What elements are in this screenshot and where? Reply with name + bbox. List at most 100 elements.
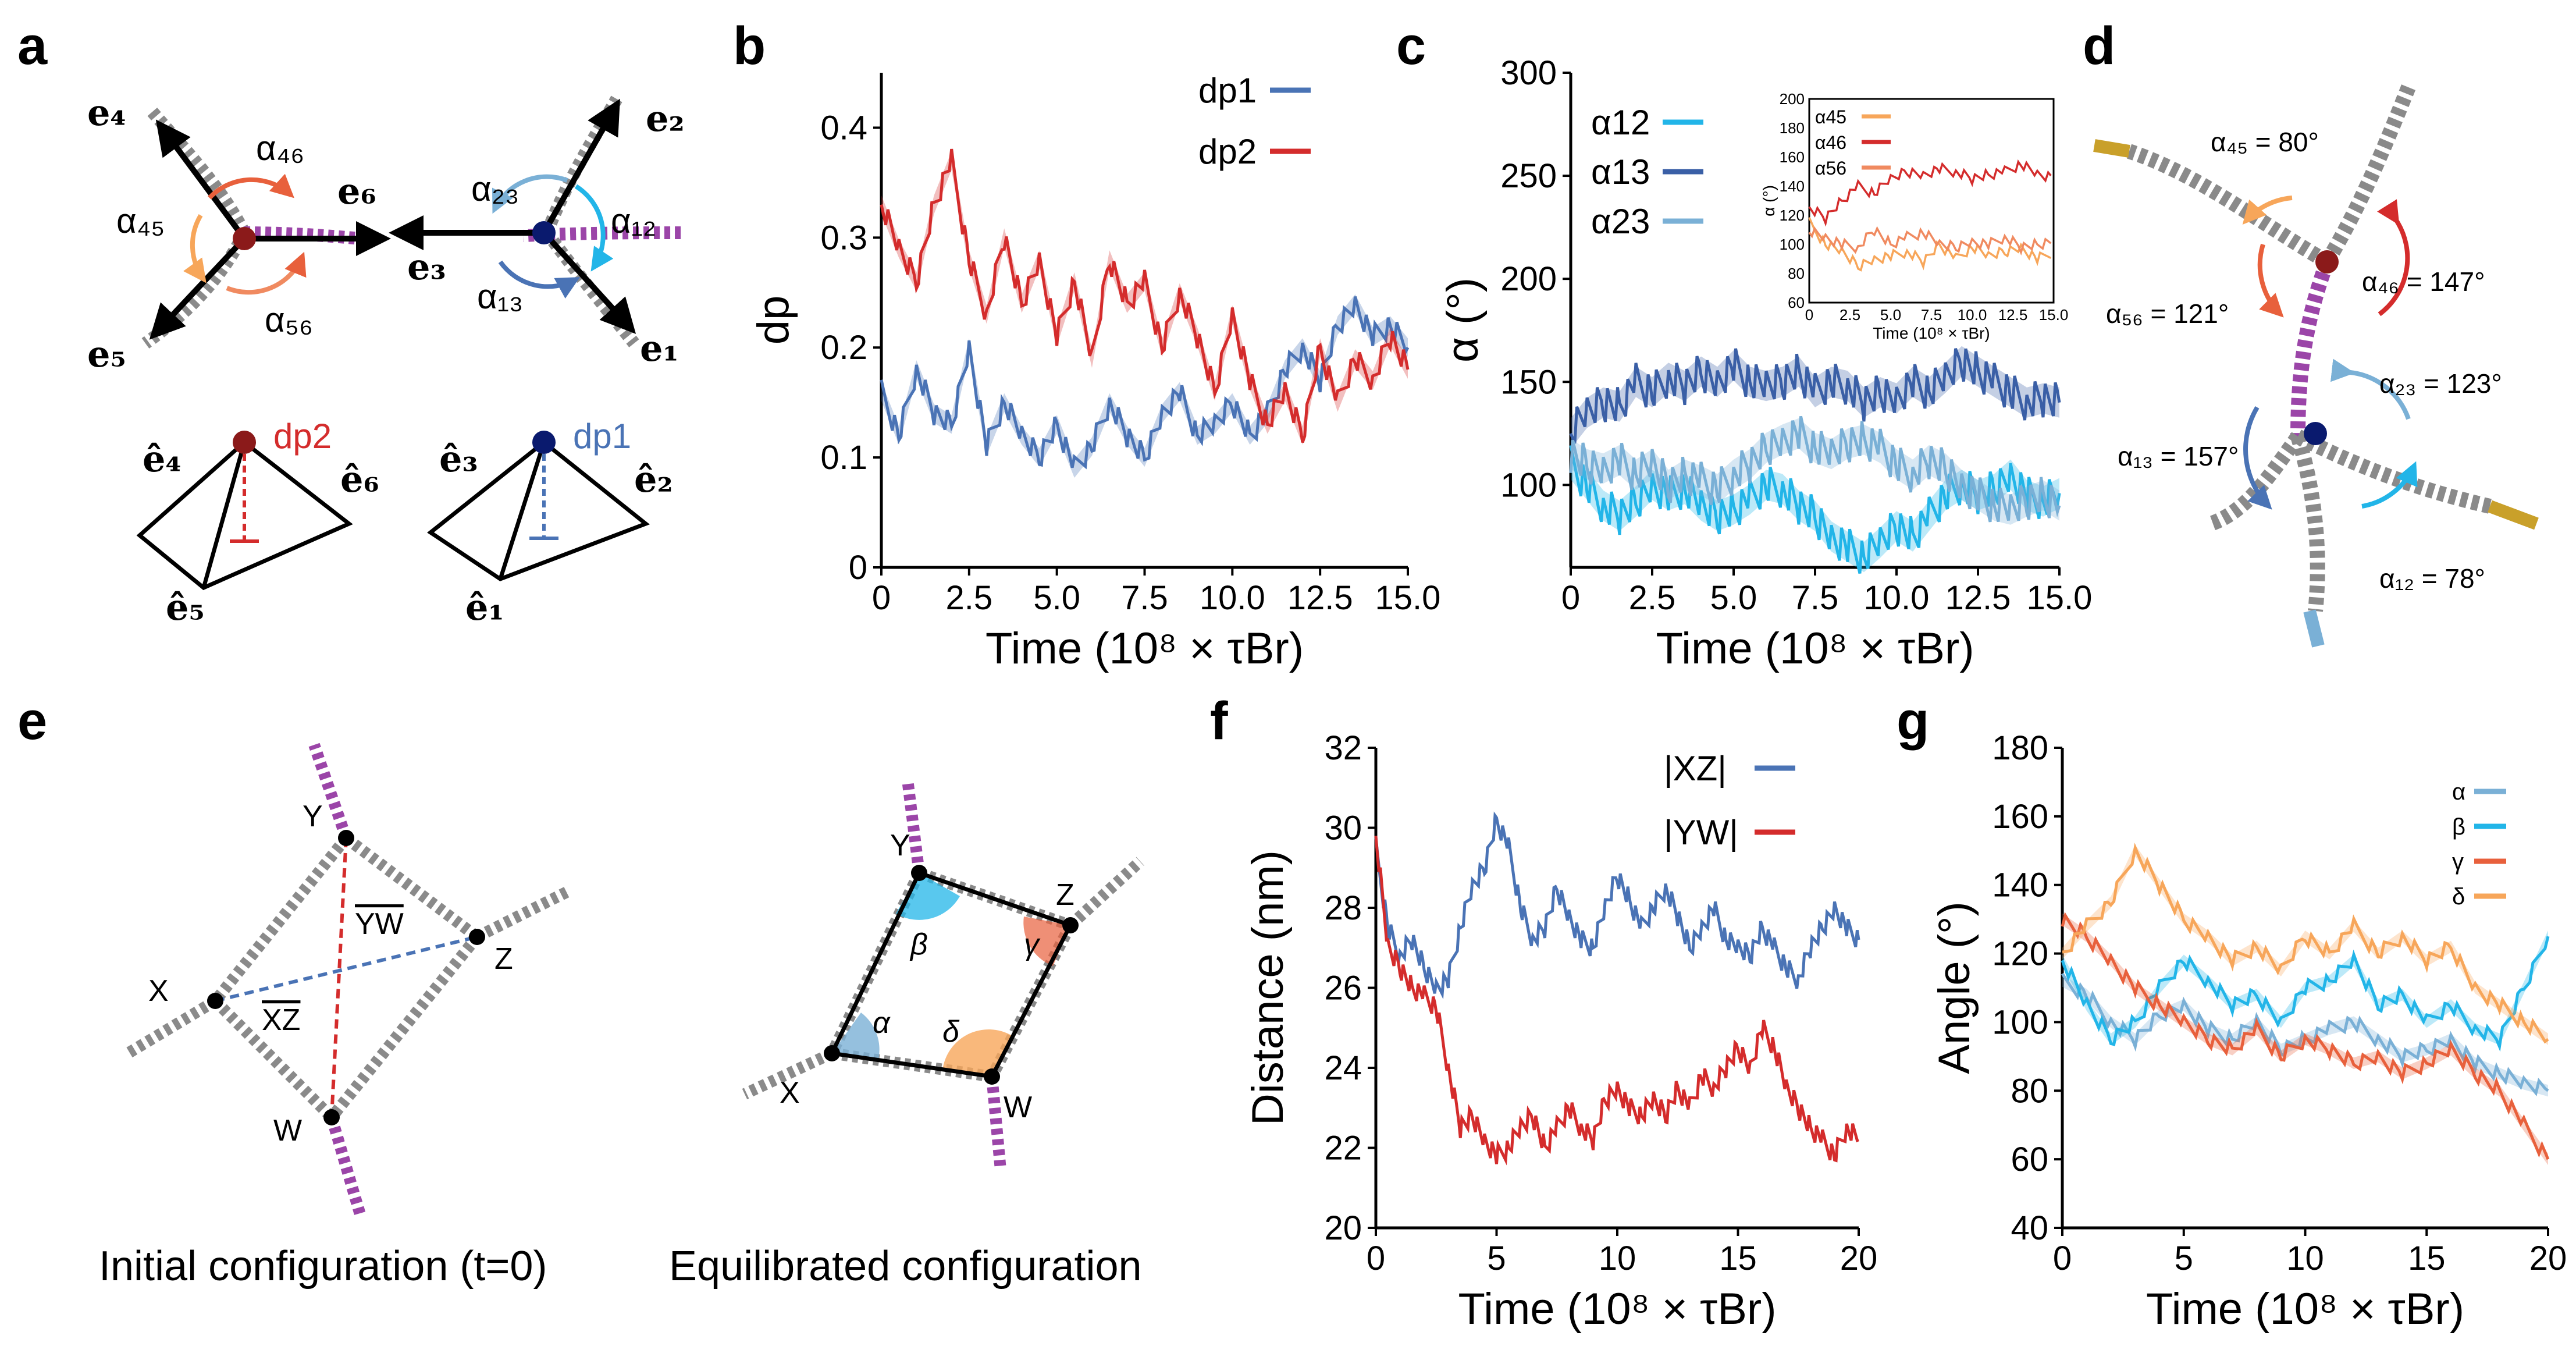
- node-y: [911, 865, 927, 881]
- y-tick-label: 0.3: [820, 219, 867, 257]
- x-tick-label: 20: [1840, 1240, 1878, 1277]
- x-tick-label: 0: [2053, 1240, 2072, 1277]
- panel-label-b: b: [733, 16, 766, 76]
- node-label-x: X: [780, 1076, 800, 1110]
- label-e6-hat: ê₆: [340, 458, 379, 500]
- y-tick-label: 20: [1324, 1209, 1362, 1247]
- legend-label-13: α13: [1591, 152, 1650, 191]
- legend-label-dp2: dp2: [1198, 132, 1257, 171]
- y-tick-label: 160: [1992, 798, 2048, 836]
- node-label-y: Y: [890, 829, 910, 862]
- x-tick-label: 2.5: [1629, 579, 1676, 617]
- inset-x-tick-label: 2.5: [1840, 306, 1860, 324]
- y-tick-label: 0.2: [820, 329, 867, 367]
- x-tick-label: 7.5: [1121, 579, 1168, 617]
- x-tick-label: 5.0: [1033, 579, 1080, 617]
- inset-y-tick-label: 180: [1780, 119, 1805, 137]
- y-tick-label: 28: [1324, 889, 1362, 927]
- series-line-yw: [1374, 836, 1859, 1166]
- junction-node-red: [233, 227, 256, 250]
- node-label-w: W: [1004, 1091, 1032, 1124]
- angle-arc-a12: [2361, 461, 2418, 509]
- label-alpha12: α₁₂: [611, 201, 656, 240]
- inset-legend-label-56: α56: [1815, 158, 1846, 179]
- label-alpha45: α₄₅: [116, 201, 165, 240]
- series-line-series: [2061, 936, 2550, 1052]
- node-label-z: Z: [1056, 878, 1074, 912]
- dna-overhang: [2488, 500, 2539, 530]
- inset-legend-label-46: α46: [1815, 132, 1846, 153]
- x-tick-label: 5.0: [1710, 579, 1757, 617]
- panel-label-e: e: [17, 691, 47, 751]
- x-tick-label: 10: [1599, 1240, 1636, 1277]
- y-tick-label: 0.1: [820, 439, 867, 477]
- vector-e1-arrow: [542, 230, 636, 334]
- y-tick-label: 40: [2011, 1209, 2048, 1247]
- legend-label-xz: |XZ|: [1664, 749, 1727, 788]
- y-tick-label: 26: [1324, 969, 1362, 1007]
- dna-arm: [327, 933, 482, 1121]
- dna-arm: [211, 996, 336, 1122]
- x-tick-label: 15.0: [2027, 579, 2093, 617]
- node-label-x: X: [148, 974, 169, 1008]
- angle-wedge-beta: [896, 873, 960, 920]
- label-alpha23: α₂₃: [471, 169, 519, 208]
- inset-y-tick-label: 200: [1780, 90, 1805, 108]
- x-tick-label: 20: [2529, 1240, 2567, 1277]
- x-tick-label: 15: [1719, 1240, 1757, 1277]
- legend-label-yw: |YW|: [1664, 813, 1738, 852]
- angle-arc-a12: [574, 184, 614, 272]
- annotation-alpha45: α₄₅ = 80°: [2211, 127, 2319, 157]
- dna-overhang: [2303, 609, 2325, 648]
- x-tick-label: 0: [872, 579, 891, 617]
- inset-legend-label-45: α45: [1815, 106, 1846, 127]
- label-e1-hat: ê₁: [465, 586, 504, 628]
- angle-wedge-gamma: [1023, 917, 1070, 966]
- angle-wedge-alpha: [832, 1013, 880, 1059]
- angle-arc-a13: [2243, 406, 2272, 510]
- junction-node-red: [2315, 250, 2339, 274]
- node-w: [984, 1068, 1000, 1085]
- dna-arm: [2290, 259, 2335, 437]
- dna-arm: [211, 834, 351, 1005]
- y-axis-label: α (°): [1438, 278, 1488, 363]
- tetrahedron-left: [136, 431, 353, 591]
- series-line-23: [1569, 415, 2061, 523]
- panel-a-junction-diagram: e₄ e₆ e₅ e₂ e₃ e₁ α₄₆ α₄₅ α₅₆ α₂₃ α₁₂ α₁…: [87, 91, 685, 628]
- x-axis-label: Time (10⁸ × τBr): [1458, 1284, 1776, 1334]
- inset-y-tick-label: 100: [1780, 236, 1805, 253]
- annotation-alpha13: α₁₃ = 157°: [2118, 441, 2239, 471]
- chart-g-angle-vs-time: 0 5 10 15 20 40 60 80 100 120 140 160 180 Time (10⁸ ×…: [1930, 729, 2567, 1334]
- y-tick-label: 100: [1500, 466, 1557, 504]
- label-e4: e₄: [87, 91, 126, 134]
- series-band-dp1: [881, 294, 1408, 478]
- panel-label-g: g: [1897, 691, 1929, 751]
- x-axis-label: Time (10⁸ × τBr): [1656, 624, 1974, 673]
- x-tick-label: 10.0: [1200, 579, 1265, 617]
- caption-initial-configuration: Initial configuration (t=0): [99, 1243, 547, 1290]
- dna-arm: [742, 1047, 835, 1100]
- chart-b-dp-vs-time: 0 2.5 5.0 7.5 10.0 12.5 15.0 0 0.1 0.2 0.3 0.4 Time …: [749, 71, 1440, 673]
- x-axis-label: Time (10⁸ × τBr): [2146, 1284, 2464, 1334]
- y-tick-label: 180: [1992, 729, 2048, 767]
- vector-e4-arrow: [155, 119, 247, 240]
- node-label-z: Z: [494, 942, 513, 976]
- label-segment-yw: YW: [355, 907, 404, 941]
- inset-x-tick-label: 7.5: [1921, 306, 1942, 324]
- series-line-xz: [1374, 811, 1860, 1000]
- angle-arc-a46: [2377, 199, 2410, 317]
- inset-x-tick-label: 10.0: [1958, 306, 1987, 324]
- angle-arc-a56: [2257, 243, 2284, 318]
- legend-label-12: α12: [1591, 103, 1650, 142]
- angle-arc-a23: [2330, 358, 2411, 420]
- angle-wedge-delta: [942, 1029, 1012, 1077]
- label-e2-hat: ê₂: [634, 458, 673, 500]
- vector-e5-arrow: [149, 236, 247, 340]
- y-tick-label: 150: [1500, 363, 1557, 401]
- label-dp2: dp2: [273, 417, 332, 456]
- inset-y-axis-label: α (°): [1760, 185, 1778, 216]
- annotation-alpha56: α₅₆ = 121°: [2106, 299, 2229, 329]
- legend-label-23: α23: [1591, 202, 1650, 241]
- legend-label-dp1: dp1: [1198, 71, 1257, 110]
- angle-arc-a45: [2242, 196, 2293, 225]
